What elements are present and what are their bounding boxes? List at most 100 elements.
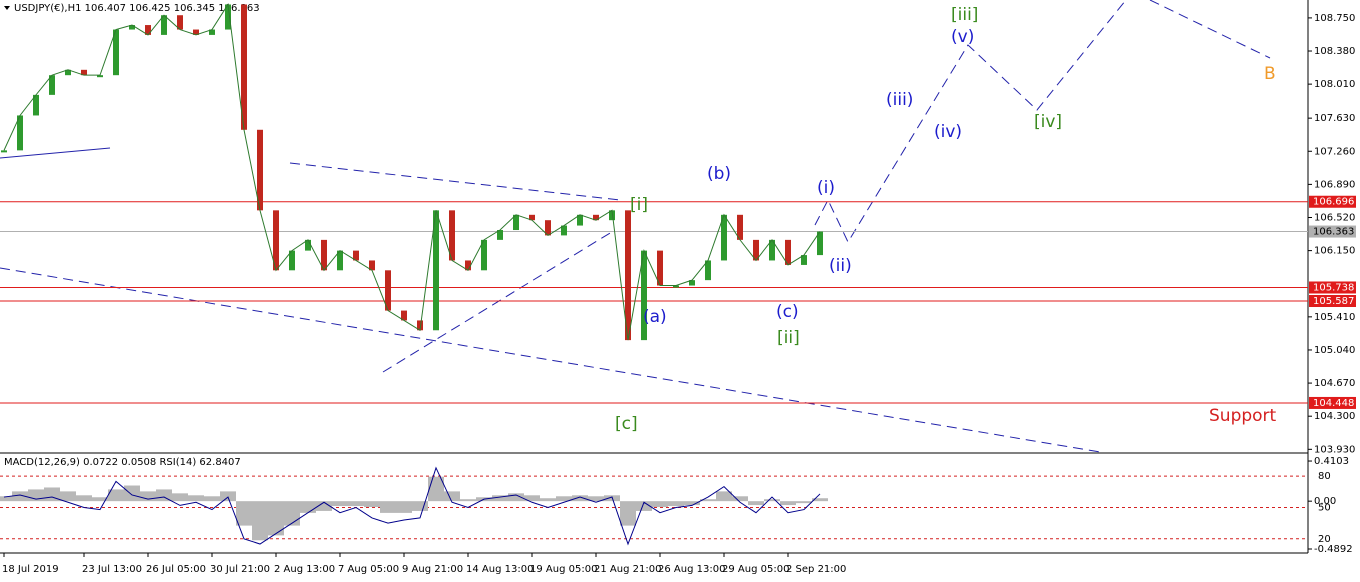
wave-label: (a) [643,307,667,327]
macd-bar [652,501,668,508]
price-bar [353,250,359,261]
macd-bar [412,501,428,511]
price-bar [753,239,759,261]
y-tick-label: 107.260 [1314,146,1355,157]
x-tick-label: 14 Aug 13:00 [466,564,533,575]
price-level-label: 104.448 [1313,398,1354,409]
price-bar [49,75,55,95]
price-bar [209,29,215,35]
chart-title: USDJPY(€),H1 106.407 106.425 106.345 106… [14,3,260,14]
price-bar [497,230,503,240]
y-tick-label: 106.150 [1314,246,1355,257]
macd-bar [428,476,444,502]
macd-bar [172,493,188,502]
wave-label: [c] [615,414,638,434]
macd-bar [684,501,700,506]
y-tick-label: 105.410 [1314,312,1355,323]
x-tick-label: 21 Aug 21:00 [594,564,661,575]
wave-label: (b) [707,164,731,184]
price-bar [529,214,535,221]
macd-bar [444,491,460,502]
price-level-box [1309,396,1356,409]
menu-arrow [4,6,10,10]
price-bar [273,210,279,271]
price-bar [241,4,247,130]
macd-bar [364,501,380,508]
price-bar [33,94,39,116]
price-bar [417,320,423,331]
macd-bar [764,499,780,502]
macd-bar [108,489,124,502]
macd-bar [92,497,108,502]
y-tick-label: 103.930 [1314,444,1355,455]
wave-label: [iv] [1034,112,1062,132]
macd-bar [28,489,44,502]
price-bar [385,270,391,311]
x-tick-label: 9 Aug 21:00 [402,564,463,575]
price-bar [161,15,167,35]
macd-bar [796,501,812,504]
price-level-label: 105.587 [1313,296,1354,307]
price-level-box [1309,195,1356,208]
y-tick-label: 108.010 [1314,79,1355,90]
price-bar [817,231,823,256]
macd-bar [12,491,28,502]
wave-label: (iii) [886,90,913,110]
macd-bar [236,501,252,526]
macd-bar [188,495,204,502]
rsi-line [3,466,821,546]
price-bar [449,210,455,261]
x-tick-label: 26 Aug 13:00 [658,564,725,575]
macd-bar [124,485,140,502]
macd-bar [252,501,268,541]
y-tick-label: 50 [1318,502,1331,513]
price-level-box [1309,281,1356,294]
price-bar [193,29,199,35]
price-bar [257,129,263,211]
y-tick-label: 108.750 [1314,13,1355,24]
macd-bar [284,501,300,526]
price-bar [305,239,311,251]
price-bar [369,260,375,271]
price-bar [481,239,487,271]
x-tick-label: 30 Jul 21:00 [210,564,270,575]
wave-label: (i) [817,178,835,198]
macd-bar [0,496,12,502]
macd-bar [524,495,540,502]
price-level-box [1309,225,1356,238]
price-bar [321,239,327,271]
macd-bar [156,489,172,502]
price-level-label: 106.696 [1313,197,1354,208]
price-bar [705,260,711,281]
wave-label: Support [1209,406,1277,426]
price-bar [625,210,631,341]
price-bar [289,250,295,271]
x-tick-label: 7 Aug 05:00 [338,564,399,575]
x-tick-label: 26 Jul 05:00 [146,564,206,575]
macd-bar [732,496,748,502]
macd-bar [540,498,556,502]
macd-bar [460,499,476,502]
x-tick-label: 2 Sep 21:00 [786,564,846,575]
x-tick-label: 19 Aug 05:00 [530,564,597,575]
price-bar [81,69,87,76]
macd-bar [332,501,348,507]
wave-label: (v) [951,27,974,47]
y-tick-label: 107.630 [1314,113,1355,124]
macd-bar [396,501,412,513]
macd-bar [700,499,716,502]
price-bar [673,285,679,288]
price-bar [177,15,183,30]
price-bar [65,69,71,76]
price-bar [737,214,743,240]
y-tick-label: 105.040 [1314,345,1355,356]
price-bar [433,210,439,331]
y-tick-label: 20 [1318,534,1331,545]
wave-label: [iii] [951,5,978,25]
price-bar [401,310,407,321]
y-tick-label: 104.300 [1314,411,1355,422]
y-tick-label: 104.670 [1314,378,1355,389]
macd-bar [572,495,588,502]
macd-bar [140,491,156,502]
